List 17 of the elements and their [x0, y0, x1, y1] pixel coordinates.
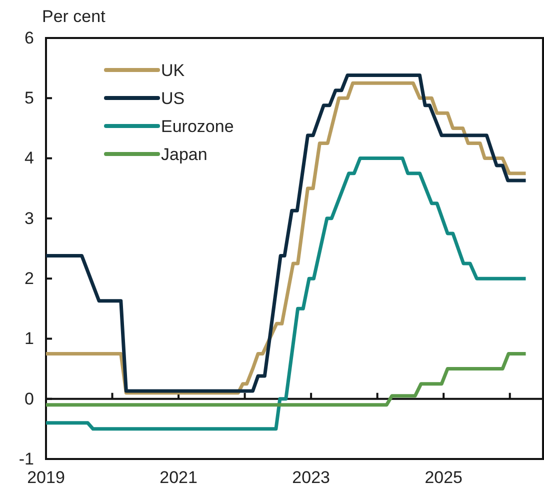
legend-label: Japan: [161, 145, 208, 164]
y-tick-label: 4: [24, 148, 34, 168]
x-tick-label: 2023: [292, 468, 330, 488]
legend-label: UK: [161, 61, 186, 80]
y-tick-label: 0: [24, 389, 34, 408]
y-axis-title: Per cent: [42, 7, 106, 26]
x-tick-label: 2019: [27, 468, 65, 488]
legend-label: Eurozone: [161, 117, 234, 136]
y-tick-label: -1: [18, 449, 34, 468]
legend-label: US: [161, 89, 185, 108]
y-tick-label: 2: [24, 269, 34, 288]
y-tick-label: 5: [24, 88, 34, 108]
y-tick-label: 6: [24, 28, 34, 48]
y-tick-label: 3: [24, 208, 34, 228]
y-tick-label: 1: [24, 329, 34, 348]
x-tick-label: 2025: [424, 468, 463, 488]
x-tick-label: 2021: [160, 468, 198, 488]
